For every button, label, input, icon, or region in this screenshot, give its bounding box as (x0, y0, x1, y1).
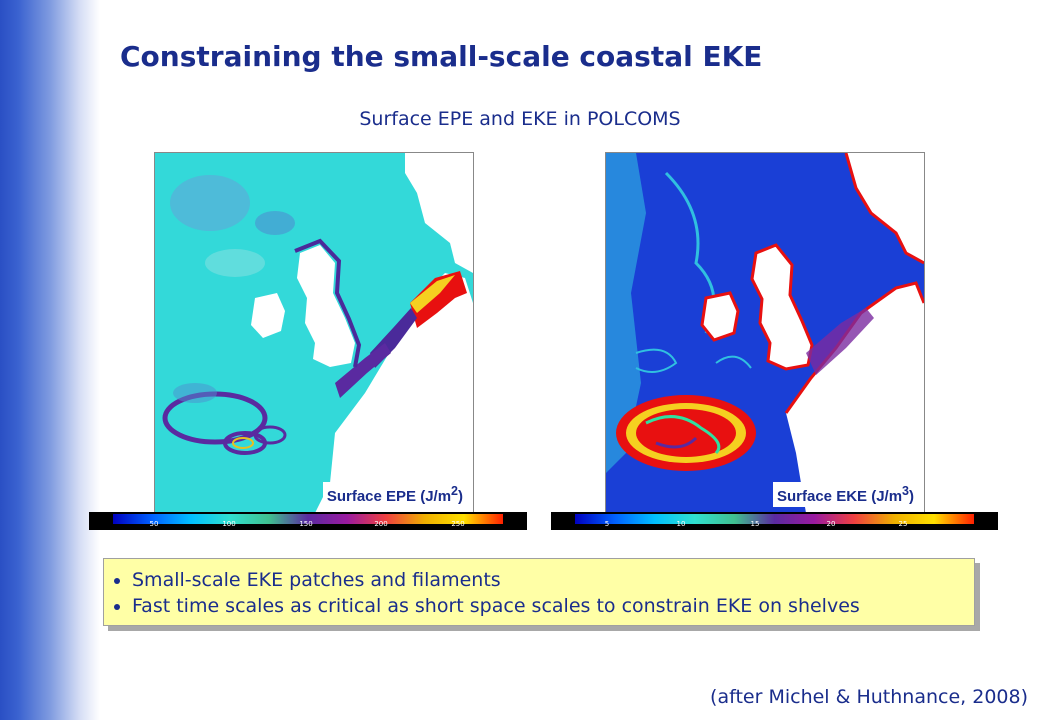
epe-colorbar-gradient (113, 514, 503, 524)
eke-map-label: Surface EKE (J/m3) (773, 482, 918, 507)
eke-colorbar-gradient (575, 514, 974, 524)
epe-map-label: Surface EPE (J/m2) (322, 482, 467, 507)
eke-tick-15: 15 (750, 520, 760, 528)
bullet-item: Fast time scales as critical as short sp… (132, 593, 974, 619)
eke-colorbar: 5 10 15 20 25 (551, 512, 998, 530)
epe-tick-250: 250 (451, 520, 465, 528)
bullet-item: Small-scale EKE patches and filaments (132, 567, 974, 593)
bullet-box: Small-scale EKE patches and filaments Fa… (103, 558, 975, 626)
eke-tick-20: 20 (826, 520, 836, 528)
slide-title: Constraining the small-scale coastal EKE (120, 40, 763, 73)
epe-map-image: Surface EPE (J/m2) (154, 152, 474, 514)
eke-tick-5: 5 (604, 520, 610, 528)
epe-tick-100: 100 (222, 520, 236, 528)
eke-tick-25: 25 (898, 520, 908, 528)
bullet-list: Small-scale EKE patches and filaments Fa… (104, 567, 974, 619)
epe-tick-50: 50 (149, 520, 159, 528)
eke-map-image: Surface EKE (J/m3) (605, 152, 925, 514)
eke-tick-10: 10 (676, 520, 686, 528)
epe-colorbar: 50 100 150 200 250 (89, 512, 527, 530)
slide-subtitle: Surface EPE and EKE in POLCOMS (359, 108, 681, 130)
epe-tick-200: 200 (374, 520, 388, 528)
side-gradient-bar (0, 0, 100, 720)
citation: (after Michel & Huthnance, 2008) (710, 686, 1028, 708)
epe-tick-150: 150 (299, 520, 313, 528)
